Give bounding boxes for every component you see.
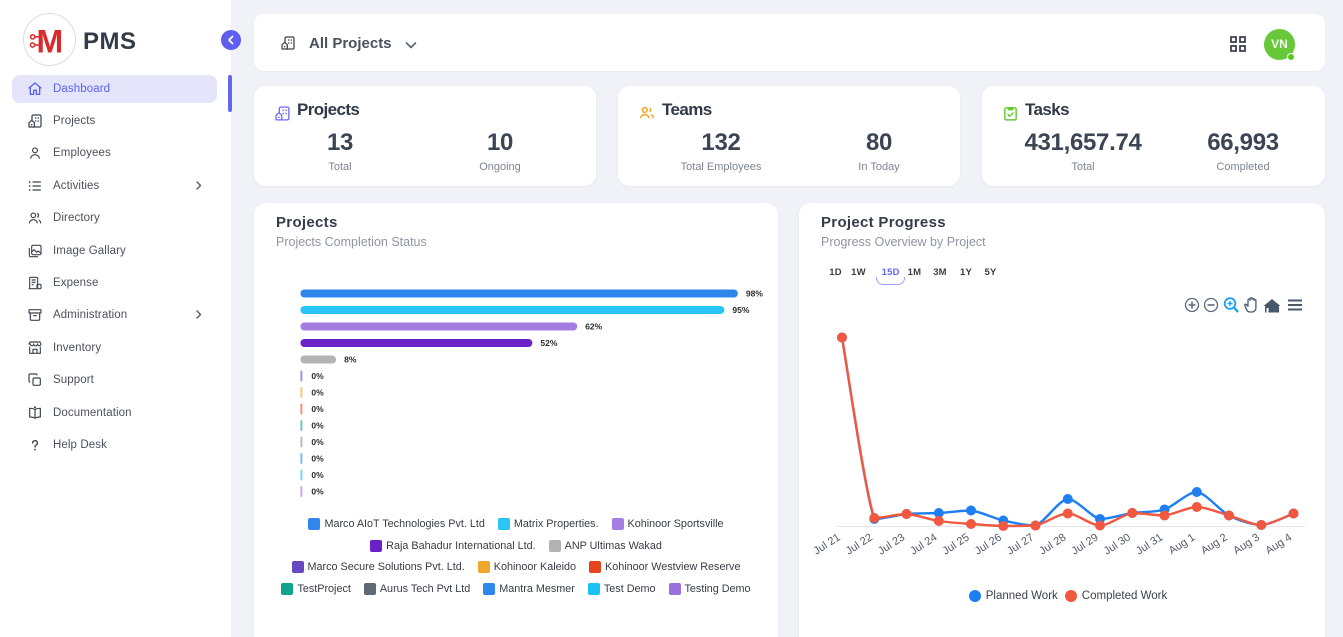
svg-text:95%: 95% xyxy=(732,305,749,315)
svg-text:Jul 28: Jul 28 xyxy=(1037,531,1068,557)
svg-text:Jul 30: Jul 30 xyxy=(1102,531,1133,557)
svg-text:Aug 1: Aug 1 xyxy=(1167,531,1198,557)
svg-text:Jul 22: Jul 22 xyxy=(844,531,875,557)
svg-text:0%: 0% xyxy=(311,487,324,497)
svg-text:0%: 0% xyxy=(311,404,324,414)
svg-text:Jul 23: Jul 23 xyxy=(876,531,907,557)
svg-text:Jul 29: Jul 29 xyxy=(1069,531,1100,557)
svg-text:Jul 21: Jul 21 xyxy=(811,531,842,557)
svg-text:Jul 25: Jul 25 xyxy=(940,531,971,557)
svg-text:Jul 24: Jul 24 xyxy=(908,531,939,557)
svg-text:0%: 0% xyxy=(311,470,324,480)
svg-text:98%: 98% xyxy=(746,289,763,299)
svg-text:M: M xyxy=(37,24,64,60)
svg-text:0%: 0% xyxy=(311,454,324,464)
svg-text:Aug 2: Aug 2 xyxy=(1199,531,1230,557)
svg-text:Jul 27: Jul 27 xyxy=(1005,531,1036,557)
svg-text:Jul 26: Jul 26 xyxy=(973,531,1004,557)
svg-text:8%: 8% xyxy=(344,355,357,365)
svg-text:62%: 62% xyxy=(585,322,602,332)
svg-text:Aug 3: Aug 3 xyxy=(1231,531,1262,557)
svg-text:0%: 0% xyxy=(311,388,324,398)
svg-text:0%: 0% xyxy=(311,437,324,447)
svg-text:0%: 0% xyxy=(311,371,324,381)
svg-text:0%: 0% xyxy=(311,421,324,431)
svg-text:Jul 31: Jul 31 xyxy=(1134,531,1165,557)
svg-text:Aug 4: Aug 4 xyxy=(1263,531,1294,557)
svg-text:52%: 52% xyxy=(540,338,557,348)
